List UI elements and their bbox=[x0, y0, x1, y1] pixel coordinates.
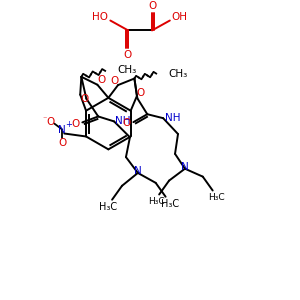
Text: H₃C: H₃C bbox=[148, 197, 164, 206]
Text: N: N bbox=[58, 124, 66, 134]
Text: O: O bbox=[110, 76, 118, 86]
Text: O: O bbox=[46, 117, 55, 127]
Text: O: O bbox=[58, 138, 66, 148]
Text: O: O bbox=[80, 94, 88, 103]
Text: O: O bbox=[97, 75, 106, 85]
Text: O: O bbox=[137, 88, 145, 98]
Text: OH: OH bbox=[172, 12, 188, 22]
Text: +: + bbox=[65, 120, 72, 129]
Text: HO: HO bbox=[92, 12, 108, 22]
Text: N: N bbox=[181, 162, 189, 172]
Text: H₃C: H₃C bbox=[208, 193, 225, 202]
Text: NH: NH bbox=[115, 116, 131, 126]
Text: NH: NH bbox=[165, 113, 181, 123]
Text: CH₃: CH₃ bbox=[117, 65, 136, 75]
Text: O: O bbox=[122, 118, 130, 128]
Text: N: N bbox=[134, 166, 142, 176]
Text: O: O bbox=[149, 1, 157, 11]
Text: H₃C: H₃C bbox=[161, 199, 180, 209]
Text: H₃C: H₃C bbox=[99, 202, 117, 212]
Text: CH₃: CH₃ bbox=[168, 69, 187, 79]
Text: O: O bbox=[123, 50, 131, 60]
Text: ⁻: ⁻ bbox=[42, 114, 46, 123]
Text: O: O bbox=[71, 119, 80, 129]
